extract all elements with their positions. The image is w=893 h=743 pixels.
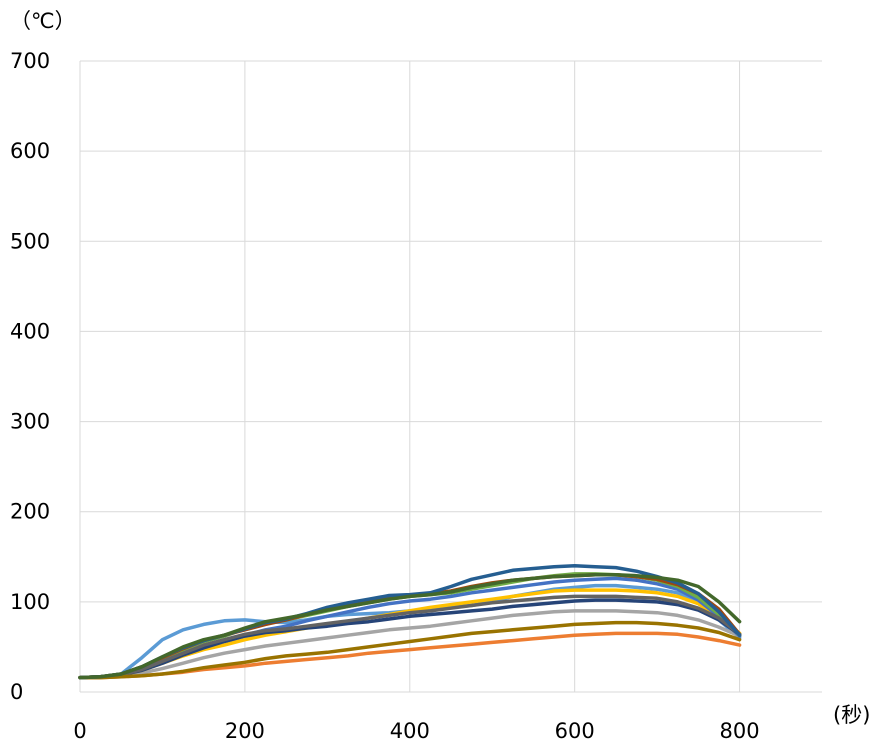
x-tick-labels: 0 200 400 600 800 — [73, 719, 759, 743]
series-line-9 — [78, 594, 742, 680]
y-tick-labels: 0 100 200 300 400 500 600 700 — [10, 49, 50, 704]
x-tick-label: 800 — [720, 719, 760, 743]
x-tick-label: 200 — [225, 719, 265, 743]
y-tick-label: 200 — [10, 500, 50, 524]
series-line-12 — [78, 573, 742, 680]
y-tick-label: 600 — [10, 139, 50, 163]
y-tick-label: 100 — [10, 590, 50, 614]
series-line-3 — [78, 609, 742, 680]
series-group — [78, 564, 742, 680]
series-line-10 — [78, 620, 742, 680]
x-tick-label: 400 — [390, 719, 430, 743]
series-line-7 — [78, 598, 742, 680]
y-tick-label: 400 — [10, 319, 50, 343]
x-tick-label: 600 — [555, 719, 595, 743]
y-tick-label: 700 — [10, 49, 50, 73]
y-tick-label: 500 — [10, 229, 50, 253]
y-axis-unit-label: （℃） — [10, 9, 76, 33]
y-tick-label: 0 — [10, 680, 23, 704]
x-axis-unit-label: (秒) — [833, 703, 870, 727]
axes — [79, 61, 822, 693]
y-tick-label: 300 — [10, 410, 50, 434]
x-tick-label: 0 — [73, 719, 86, 743]
